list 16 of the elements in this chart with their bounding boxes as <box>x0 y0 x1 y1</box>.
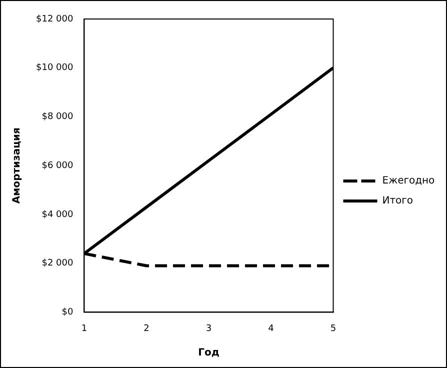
y-tick-label: $6 000 <box>42 160 74 171</box>
x-tick-label: 1 <box>81 324 88 334</box>
y-tick-label: $8 000 <box>42 112 74 122</box>
y-tick-label: $4 000 <box>42 210 74 220</box>
y-tick-label: $2 000 <box>42 258 74 269</box>
x-tick-label: 3 <box>206 324 212 334</box>
y-tick-label: $10 000 <box>36 63 74 74</box>
x-axis-title: Год <box>198 348 220 359</box>
x-tick-label: 5 <box>330 324 336 334</box>
y-axis-title: Амортизация <box>12 128 23 204</box>
legend-label: Итого <box>382 196 414 207</box>
x-tick-label: 4 <box>268 324 274 334</box>
y-tick-label: $12 000 <box>36 14 74 24</box>
legend-label: Ежегодно <box>382 176 435 187</box>
x-tick-label: 2 <box>144 324 150 334</box>
y-tick-label: $0 <box>62 308 74 318</box>
